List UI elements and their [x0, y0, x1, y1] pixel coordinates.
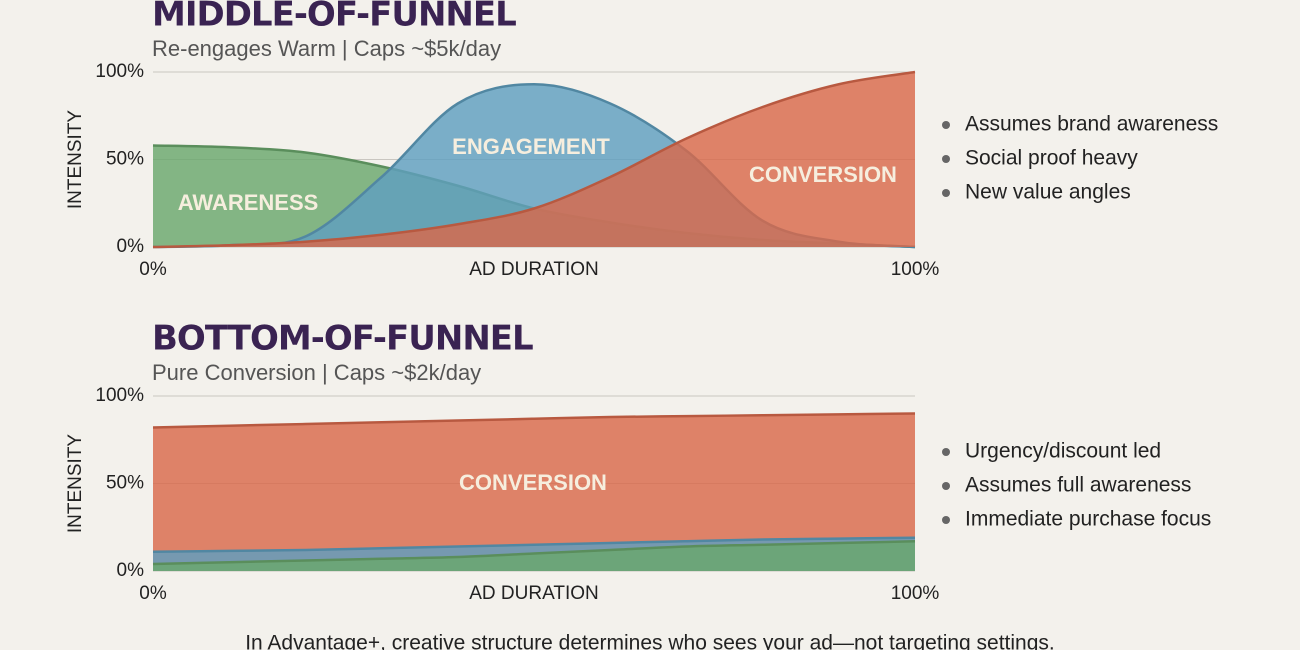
bullet [942, 516, 950, 524]
note: Urgency/discount led [965, 440, 1161, 463]
y-axis-label: INTENSITY [65, 110, 86, 210]
area-label: ENGAGEMENT [452, 134, 610, 159]
note: Social proof heavy [965, 147, 1138, 170]
x-tick-label: 0% [139, 259, 167, 280]
area-label: CONVERSION [459, 470, 607, 495]
chart-subtitle: Re-engages Warm | Caps ~$5k/day [152, 36, 501, 61]
y-tick-label: 100% [95, 61, 144, 82]
area-edge [152, 70, 916, 249]
bullet [942, 121, 950, 129]
area-label: CONVERSION [749, 162, 897, 187]
x-axis-label: AD DURATION [469, 259, 598, 280]
y-tick-label: 50% [106, 473, 144, 494]
x-tick-label: 0% [139, 583, 167, 604]
y-tick-label: 0% [117, 560, 145, 581]
chart-subtitle: Pure Conversion | Caps ~$2k/day [152, 360, 481, 385]
y-tick-label: 0% [117, 236, 145, 257]
chart-title: BOTTOM-OF-FUNNEL [152, 319, 533, 359]
area [153, 413, 915, 571]
area-label: AWARENESS [178, 190, 319, 215]
note: Assumes brand awareness [965, 113, 1218, 136]
area [153, 72, 915, 247]
x-tick-label: 100% [891, 259, 940, 280]
y-axis-label: INTENSITY [65, 434, 86, 534]
note: New value angles [965, 181, 1131, 204]
caption: In Advantage+, creative structure determ… [245, 632, 1055, 650]
note: Immediate purchase focus [965, 508, 1211, 531]
bullet [942, 482, 950, 490]
bullet [942, 189, 950, 197]
chart-title: MIDDLE-OF-FUNNEL [152, 0, 516, 35]
note: Assumes full awareness [965, 474, 1191, 497]
x-tick-label: 100% [891, 583, 940, 604]
x-axis-label: AD DURATION [469, 583, 598, 604]
area [153, 541, 915, 571]
area-edge [152, 536, 916, 553]
area-edge [152, 540, 916, 566]
y-tick-label: 50% [106, 149, 144, 170]
area-edge [152, 412, 916, 429]
y-tick-label: 100% [95, 385, 144, 406]
bullet [942, 448, 950, 456]
bullet [942, 155, 950, 163]
